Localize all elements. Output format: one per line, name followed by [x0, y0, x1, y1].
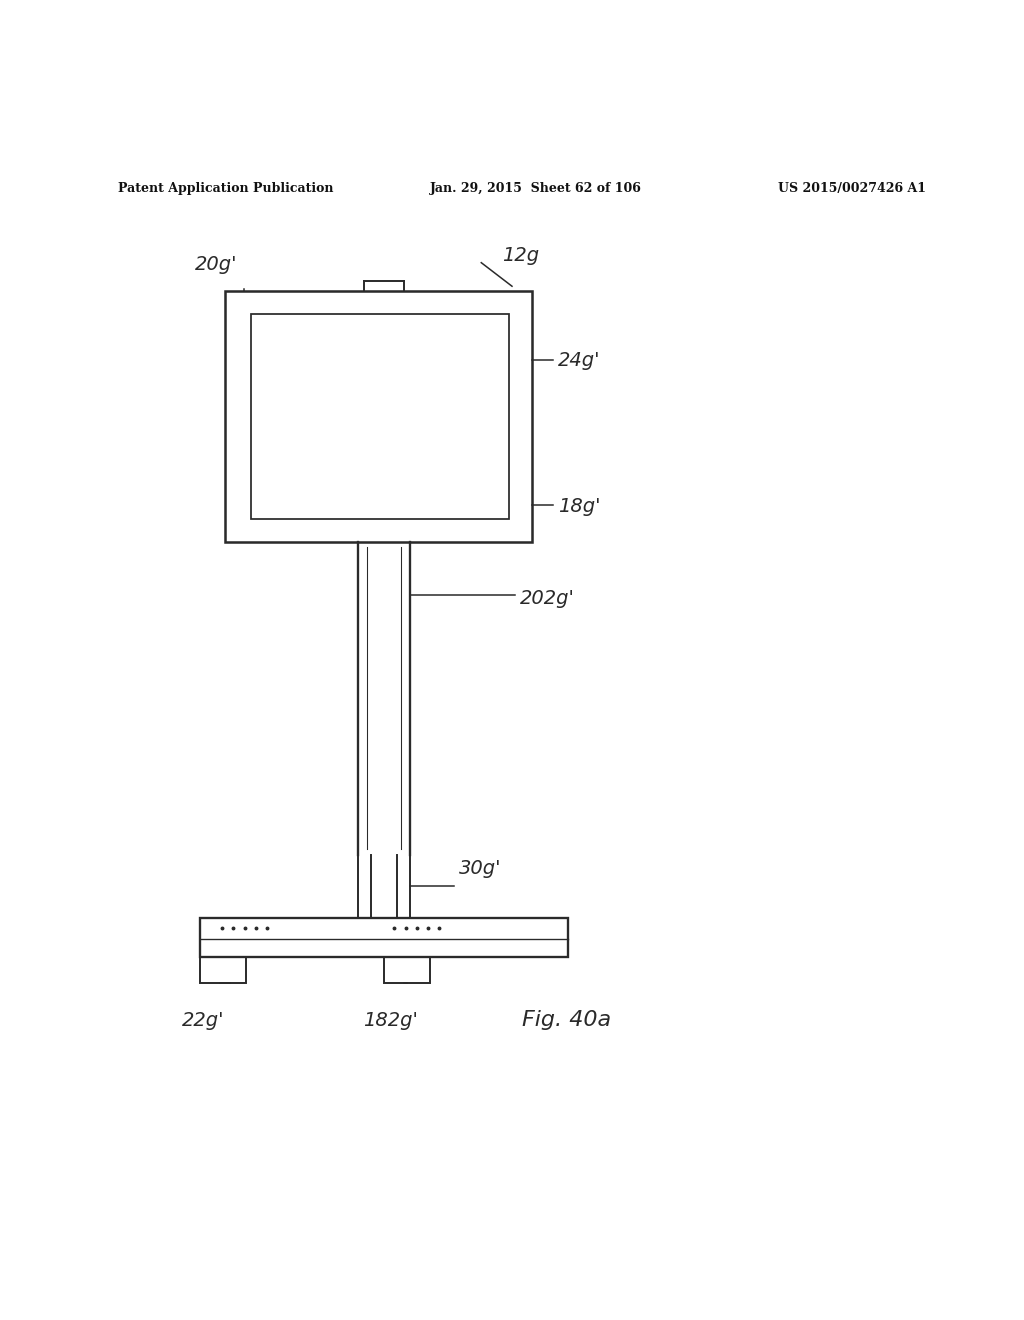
Text: 22g': 22g' — [182, 1011, 225, 1030]
Bar — [200, 957, 246, 982]
Text: 202g': 202g' — [520, 589, 575, 609]
Text: 30g': 30g' — [459, 859, 502, 878]
Text: 12g: 12g — [502, 246, 539, 265]
Bar — [251, 314, 509, 519]
Text: Patent Application Publication: Patent Application Publication — [118, 182, 333, 195]
Bar — [384, 957, 430, 982]
Text: 18g': 18g' — [558, 496, 601, 516]
Bar — [225, 292, 532, 543]
Text: 24g': 24g' — [558, 351, 601, 371]
Text: US 2015/0027426 A1: US 2015/0027426 A1 — [778, 182, 927, 195]
Text: 20g': 20g' — [195, 255, 238, 275]
Text: Jan. 29, 2015  Sheet 62 of 106: Jan. 29, 2015 Sheet 62 of 106 — [430, 182, 642, 195]
Text: Fig. 40a: Fig. 40a — [522, 1010, 611, 1031]
Bar — [200, 917, 568, 957]
Text: 182g': 182g' — [364, 1011, 419, 1030]
